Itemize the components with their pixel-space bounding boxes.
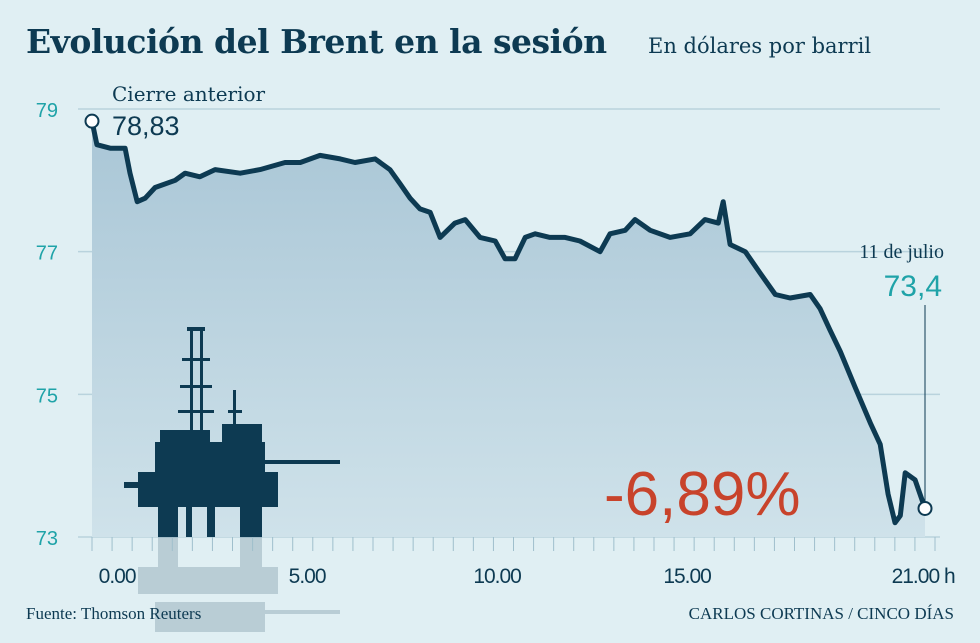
x-tick-label: 10.00 <box>473 565 521 588</box>
end-label: 11 de julio <box>859 241 944 263</box>
credit-note: CARLOS CORTINAS / CINCO DÍAS <box>688 604 954 623</box>
oil-rig-reflection <box>138 537 340 632</box>
y-tick-label: 73 <box>36 528 58 550</box>
end-value: 73,4 <box>884 270 942 303</box>
start-value: 78,83 <box>112 111 180 141</box>
chart-title: Evolución del Brent en la sesión <box>26 22 607 61</box>
source-note: Fuente: Thomson Reuters <box>26 604 202 623</box>
oil-rig-icon <box>124 327 340 537</box>
x-tick-label: 15.00 <box>663 565 711 588</box>
x-tick-label: 0.00 <box>99 565 136 588</box>
change-percent: -6,89% <box>604 460 800 529</box>
y-tick-label: 79 <box>36 100 58 122</box>
chart-subtitle: En dólares por barril <box>648 34 872 58</box>
x-tick-label: 5.00 <box>289 565 326 588</box>
price-line <box>89 120 928 526</box>
end-point <box>917 500 933 516</box>
start-point <box>84 113 100 129</box>
y-tick-label: 77 <box>36 243 58 265</box>
start-label: Cierre anterior <box>112 82 266 106</box>
x-tick-label: 21.00 h <box>892 565 955 588</box>
y-tick-label: 75 <box>36 385 58 407</box>
